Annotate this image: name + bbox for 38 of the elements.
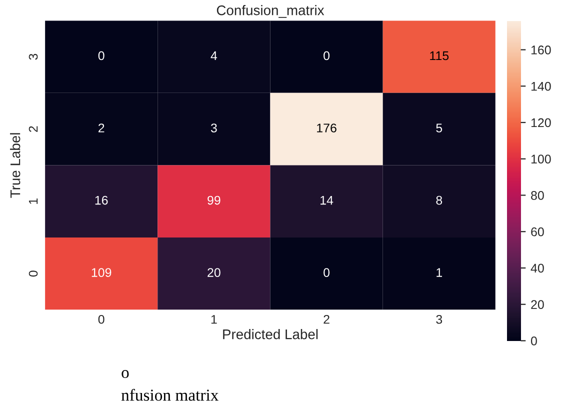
- data-label: 14: [320, 196, 334, 205]
- color-bar-label: 160: [531, 46, 551, 54]
- text: nfusion matrix: [121, 388, 219, 401]
- chart-title: Confusion_matrix: [216, 5, 324, 18]
- y-tick-label: 0: [28, 270, 38, 277]
- data-label: 99: [208, 196, 220, 205]
- color-bar-label: 100: [531, 154, 551, 164]
- data-label: 115: [430, 51, 449, 60]
- color-bar-label: 120: [531, 118, 551, 128]
- color-bar-label: 60: [531, 227, 544, 236]
- data-label: 176: [317, 124, 336, 132]
- data-label: 20: [208, 268, 220, 277]
- color-bar-label: 140: [531, 82, 551, 91]
- color-bar-label: 80: [531, 191, 544, 200]
- data-label: 109: [92, 268, 112, 277]
- y-tick-label: 1: [28, 198, 38, 204]
- data-label: 0: [324, 268, 330, 277]
- text: o: [122, 370, 129, 378]
- color-bar-label: 20: [531, 300, 544, 310]
- data-label: 8: [436, 196, 442, 205]
- y-tick-label: 2: [28, 126, 38, 132]
- data-label: 0: [98, 51, 104, 60]
- data-label: 2: [98, 124, 104, 132]
- x-tick-label: 1: [211, 315, 217, 324]
- y-axis-title: True Label: [10, 133, 20, 198]
- data-label: 4: [210, 51, 218, 60]
- x-tick-label: 0: [98, 314, 104, 324]
- color-bar-label: 0: [530, 336, 537, 346]
- data-label: 1: [436, 268, 442, 277]
- x-axis-title: Predicted Label: [223, 329, 318, 340]
- y-tick-label: 3: [28, 54, 38, 60]
- data-label: 16: [95, 196, 108, 205]
- x-tick-label: 3: [436, 314, 442, 324]
- x-tick-label: 2: [324, 314, 330, 324]
- color-bar-label: 40: [530, 264, 544, 273]
- data-label: 3: [210, 124, 217, 132]
- data-label: 5: [436, 124, 442, 132]
- data-label: 0: [324, 51, 330, 60]
